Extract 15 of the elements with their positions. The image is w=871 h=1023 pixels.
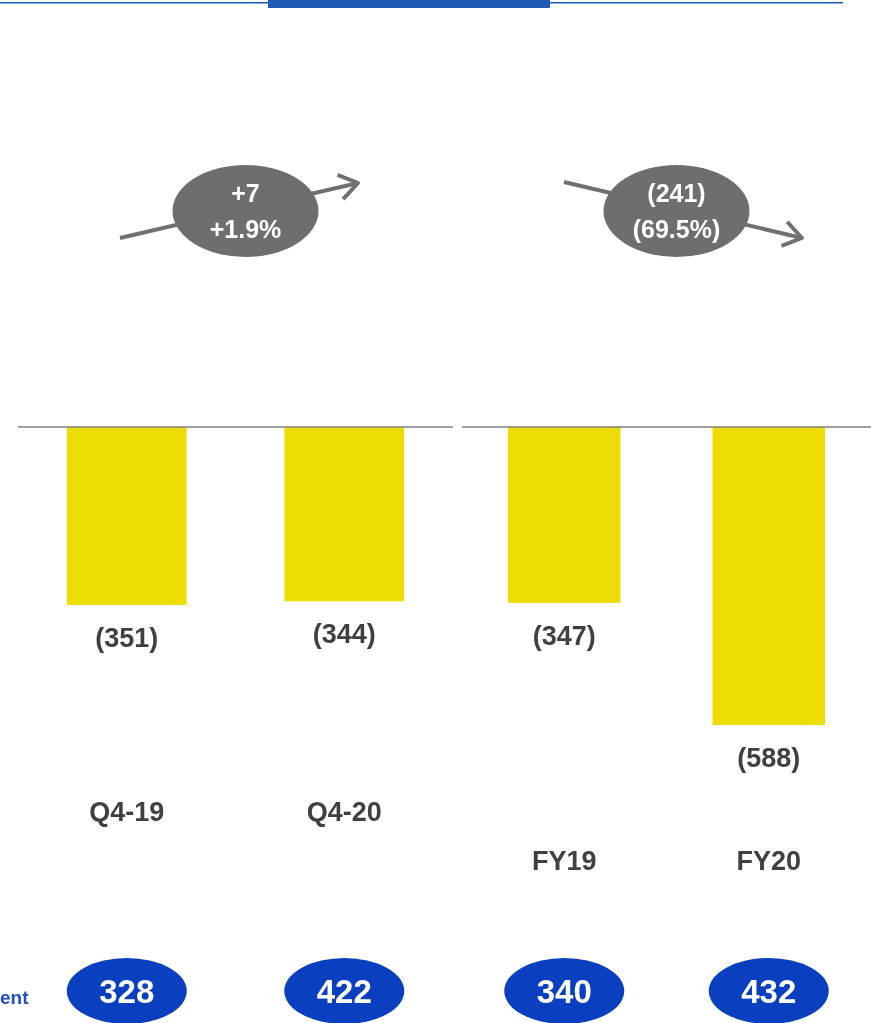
text: (241) (69.5%) <box>632 179 721 243</box>
x-tick-label: Q4-20 <box>306 797 382 827</box>
text: +7 +1.9% <box>209 179 282 243</box>
data-label: (344) <box>312 619 376 650</box>
data-label: (347) <box>532 620 596 651</box>
x-tick-label: FY19 <box>531 846 597 876</box>
text: 328 <box>99 973 155 1010</box>
text: 432 <box>741 973 797 1010</box>
x-tick-label: Q4-19 <box>89 797 165 827</box>
text: 340 <box>536 973 592 1010</box>
text: 422 <box>316 973 372 1010</box>
data-label: (351) <box>95 622 159 653</box>
text: ent <box>0 987 30 1008</box>
x-tick-label: FY20 <box>736 846 802 876</box>
data-label: (588) <box>737 743 801 773</box>
